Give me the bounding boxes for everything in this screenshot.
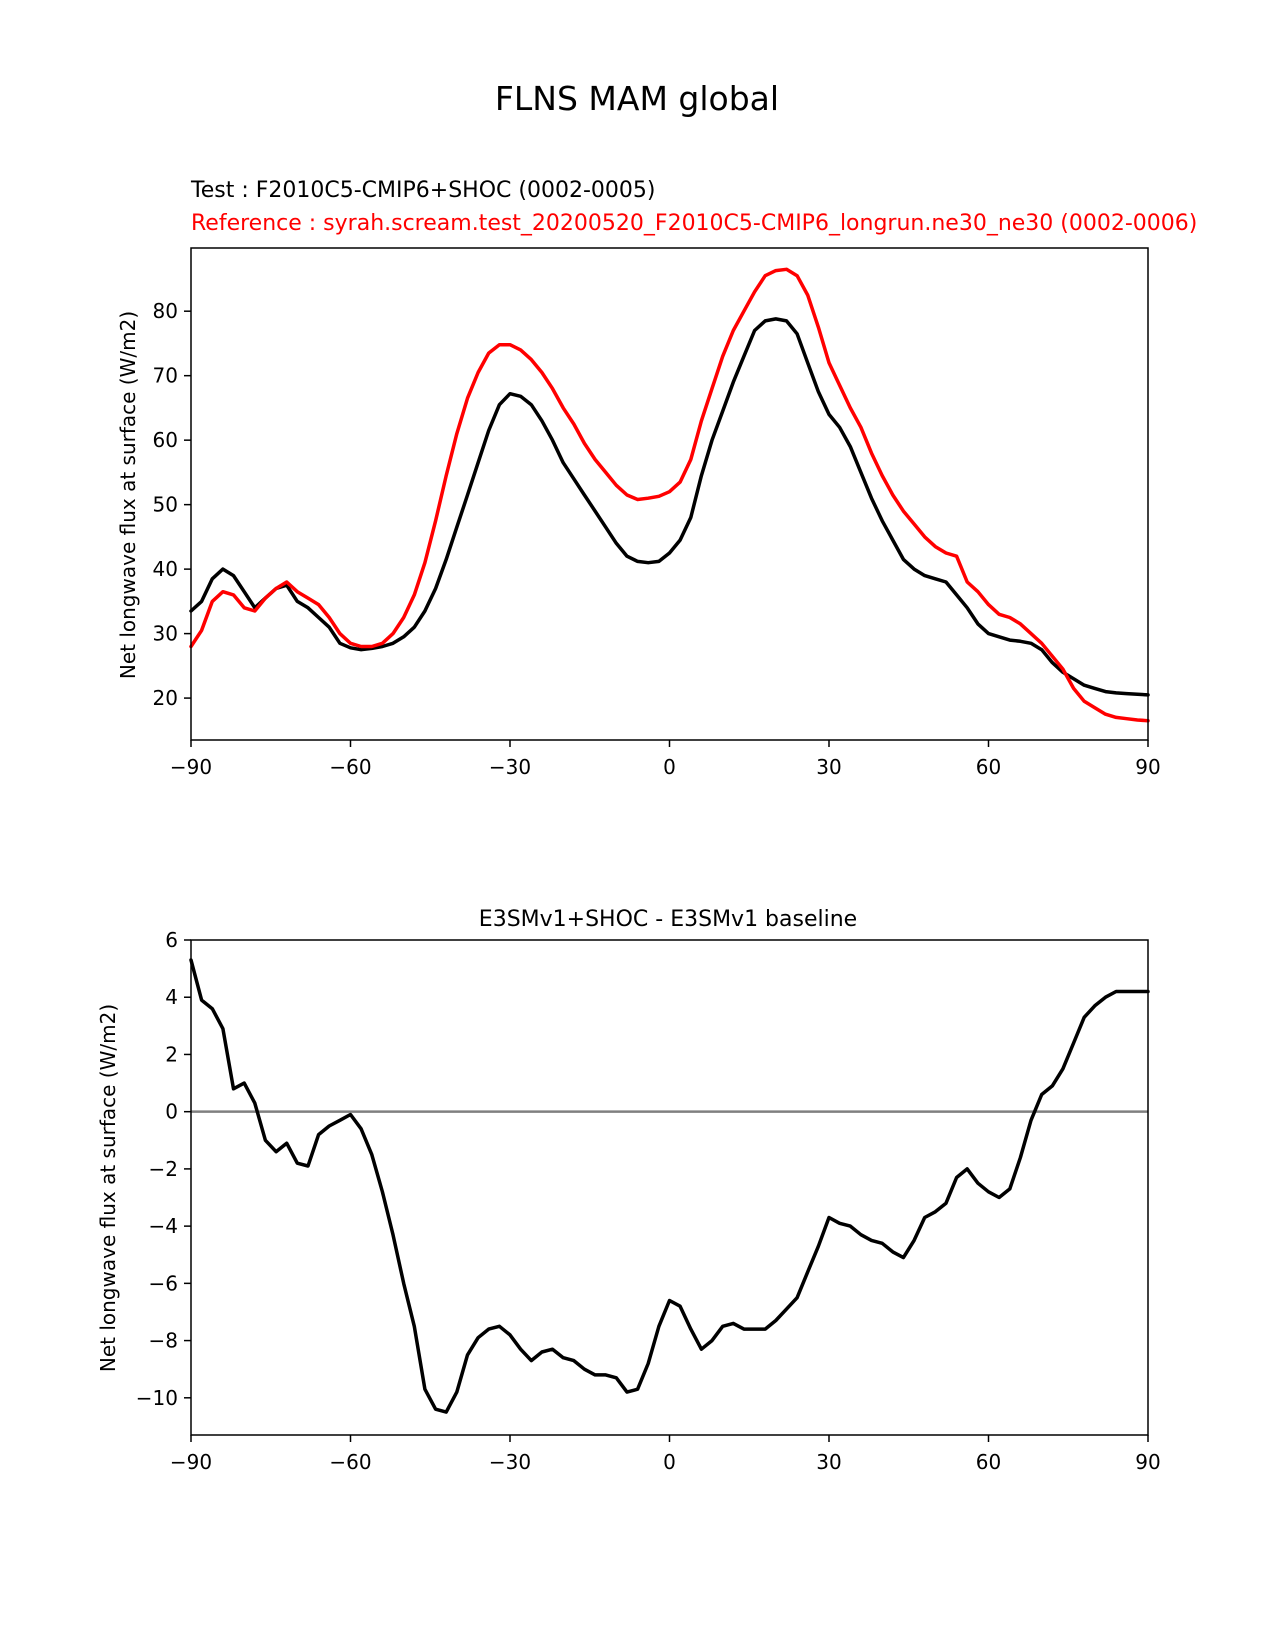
top-chart-panel: Test : F2010C5-CMIP6+SHOC (0002-0005) Re… bbox=[116, 178, 1197, 779]
y-tick-label: −2 bbox=[149, 1157, 178, 1181]
bottom-y-axis-label: Net longwave flux at surface (W/m2) bbox=[96, 1004, 120, 1372]
y-tick-label: 4 bbox=[165, 985, 178, 1009]
x-tick-label: −60 bbox=[329, 755, 371, 779]
x-tick-label: −90 bbox=[170, 1450, 212, 1474]
y-tick-label: 80 bbox=[153, 299, 178, 323]
y-tick-label: 50 bbox=[153, 493, 178, 517]
reference-label: Reference : syrah.scream.test_20200520_F… bbox=[191, 211, 1197, 236]
x-tick-label: 60 bbox=[976, 755, 1001, 779]
y-tick-label: 2 bbox=[165, 1042, 178, 1066]
x-tick-label: −90 bbox=[170, 755, 212, 779]
bottom-chart-title: E3SMv1+SHOC - E3SMv1 baseline bbox=[479, 907, 857, 932]
y-tick-label: 30 bbox=[153, 622, 178, 646]
y-tick-label: −8 bbox=[149, 1329, 178, 1353]
y-tick-label: 6 bbox=[165, 928, 178, 952]
y-tick-label: 20 bbox=[153, 686, 178, 710]
y-tick-label: 0 bbox=[165, 1100, 178, 1124]
x-tick-label: 90 bbox=[1135, 755, 1160, 779]
top-plot-area: −90 −60 −30 0 30 60 90 20 30 40 50 60 70 80 bbox=[153, 247, 1161, 779]
test-label: Test : F2010C5-CMIP6+SHOC (0002-0005) bbox=[190, 178, 655, 203]
bottom-chart-panel: E3SMv1+SHOC - E3SMv1 baseline Net longwa… bbox=[96, 907, 1161, 1474]
series-line-reference bbox=[189, 267, 1150, 723]
x-tick-label: 60 bbox=[976, 1450, 1001, 1474]
x-tick-label: −30 bbox=[489, 1450, 531, 1474]
y-tick-label: −10 bbox=[136, 1386, 178, 1410]
x-tick-label: 30 bbox=[816, 755, 841, 779]
x-tick-label: 0 bbox=[663, 1450, 676, 1474]
series-line-test bbox=[189, 317, 1150, 697]
y-tick-label: −4 bbox=[149, 1214, 178, 1238]
x-tick-label: −30 bbox=[489, 755, 531, 779]
y-tick-label: 70 bbox=[153, 364, 178, 388]
y-tick-label: 60 bbox=[153, 428, 178, 452]
x-tick-label: 0 bbox=[663, 755, 676, 779]
y-tick-label: 40 bbox=[153, 557, 178, 581]
figure-title: FLNS MAM global bbox=[495, 79, 779, 118]
x-tick-label: 90 bbox=[1135, 1450, 1160, 1474]
x-tick-label: 30 bbox=[816, 1450, 841, 1474]
y-tick-label: −6 bbox=[149, 1271, 178, 1295]
top-y-axis-label: Net longwave flux at surface (W/m2) bbox=[116, 311, 140, 679]
series-line-difference bbox=[189, 958, 1150, 1414]
x-tick-label: −60 bbox=[329, 1450, 371, 1474]
bottom-plot-area: −90 −60 −30 0 30 60 90 −10 −8 −6 −4 −2 0 2 4 6 bbox=[136, 928, 1161, 1474]
